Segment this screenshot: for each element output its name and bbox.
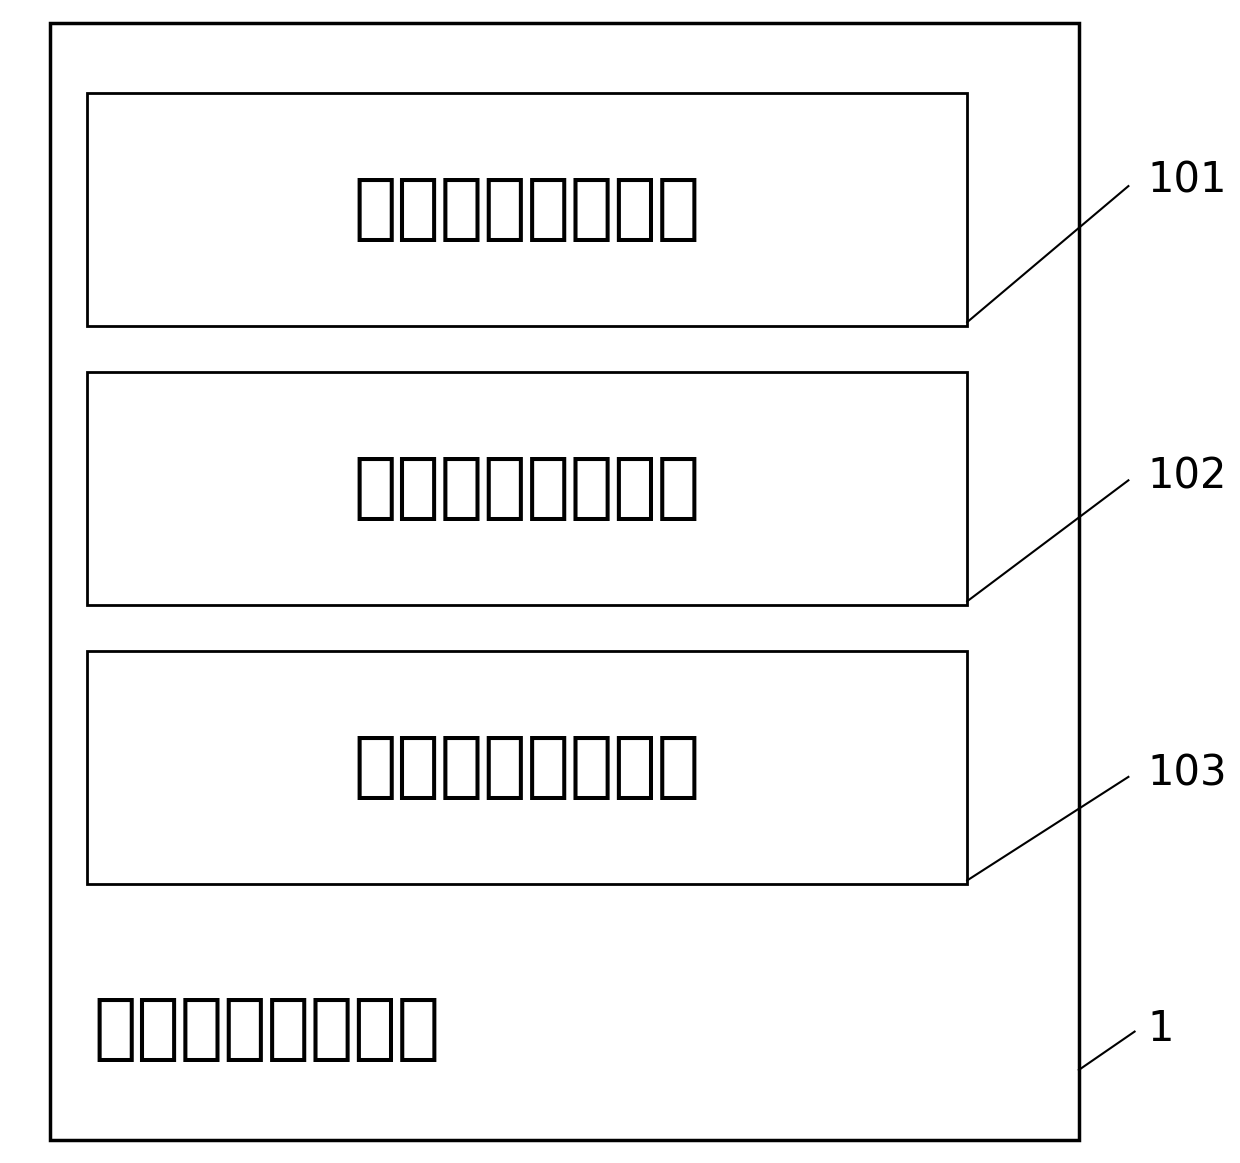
Text: 102: 102 [1147,456,1226,498]
Bar [50,23,1079,1140]
Text: 油松树龄采集单元: 油松树龄采集单元 [353,454,701,523]
Bar [87,651,967,884]
Bar [87,93,967,326]
Bar [87,372,967,605]
Text: 油松树高采集单元: 油松树高采集单元 [353,174,701,244]
Text: 1: 1 [1147,1008,1173,1050]
Text: 油松位置采集单元: 油松位置采集单元 [353,733,701,802]
Text: 101: 101 [1147,159,1226,201]
Text: 103: 103 [1147,752,1226,794]
Text: 数据采集输入模块: 数据采集输入模块 [93,994,440,1064]
